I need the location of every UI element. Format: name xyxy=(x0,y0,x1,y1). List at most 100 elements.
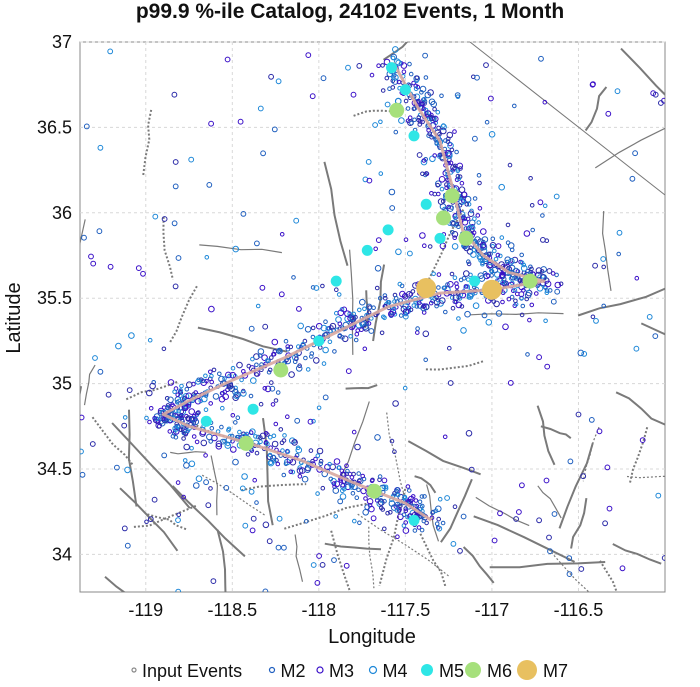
event-marker xyxy=(210,578,217,584)
event-marker xyxy=(401,512,407,518)
event-marker xyxy=(151,380,156,385)
event-marker xyxy=(429,115,435,122)
event-marker xyxy=(248,488,255,495)
event-marker xyxy=(429,515,435,521)
x-axis-label: Longitude xyxy=(328,626,416,648)
fault-line xyxy=(620,47,665,96)
event-marker xyxy=(495,310,503,317)
event-marker xyxy=(313,357,320,364)
event-marker xyxy=(479,241,487,249)
event-marker xyxy=(320,75,327,82)
event-marker xyxy=(493,256,499,262)
event-marker xyxy=(365,159,372,165)
event-marker xyxy=(454,92,461,98)
event-marker xyxy=(288,371,295,378)
event-marker xyxy=(501,276,507,282)
event-marker xyxy=(439,93,444,99)
event-marker xyxy=(661,555,665,561)
legend-marker-m7 xyxy=(517,660,537,680)
event-marker xyxy=(309,351,315,356)
event-marker xyxy=(442,434,448,440)
event-marker xyxy=(271,338,279,346)
event-marker xyxy=(268,73,275,80)
event-marker xyxy=(128,332,135,339)
event-marker xyxy=(178,427,184,433)
event-marker xyxy=(316,553,323,559)
event-marker xyxy=(222,389,227,395)
event-marker xyxy=(146,389,153,397)
event-marker xyxy=(374,265,382,272)
event-marker xyxy=(452,165,457,171)
event-marker xyxy=(344,463,349,469)
event-marker xyxy=(567,458,574,465)
event-marker xyxy=(421,158,427,163)
event-marker xyxy=(124,542,131,549)
event-marker xyxy=(436,525,443,532)
event-m6 xyxy=(389,102,405,118)
event-marker xyxy=(443,309,448,315)
event-m5 xyxy=(313,335,325,347)
event-marker xyxy=(380,63,385,68)
event-m5 xyxy=(434,232,446,244)
event-marker xyxy=(181,436,186,441)
event-marker xyxy=(264,385,272,393)
event-marker xyxy=(185,415,192,422)
event-marker xyxy=(190,416,197,423)
event-marker xyxy=(616,251,622,257)
event-marker xyxy=(463,226,469,231)
event-marker xyxy=(293,217,300,224)
event-marker xyxy=(241,473,248,480)
event-marker xyxy=(459,304,465,309)
event-marker xyxy=(534,291,539,296)
event-marker xyxy=(236,361,243,369)
event-marker xyxy=(249,527,256,534)
event-marker xyxy=(209,373,214,379)
event-marker xyxy=(182,458,188,463)
event-marker xyxy=(232,245,239,253)
event-marker xyxy=(403,520,409,525)
event-marker xyxy=(525,352,530,357)
event-marker xyxy=(194,397,202,405)
event-marker xyxy=(208,439,213,444)
event-marker xyxy=(449,271,455,277)
event-marker xyxy=(185,428,191,434)
event-marker xyxy=(529,302,535,308)
fault-line xyxy=(111,422,191,509)
event-marker xyxy=(652,333,659,340)
event-marker xyxy=(426,128,431,133)
event-marker xyxy=(151,496,158,503)
event-marker xyxy=(629,175,636,182)
event-marker xyxy=(516,509,522,515)
event-marker xyxy=(183,443,190,451)
event-marker xyxy=(362,346,368,352)
event-marker xyxy=(140,270,146,277)
event-marker xyxy=(336,292,342,297)
event-marker xyxy=(176,512,181,518)
event-marker xyxy=(265,358,270,363)
event-marker xyxy=(262,521,270,529)
event-marker xyxy=(233,385,238,391)
event-marker xyxy=(471,247,477,253)
event-marker xyxy=(171,91,178,98)
event-marker xyxy=(184,386,190,392)
event-marker xyxy=(257,105,264,112)
event-marker xyxy=(397,281,403,287)
event-marker xyxy=(148,406,154,411)
event-marker xyxy=(352,518,357,524)
event-marker xyxy=(426,116,432,122)
event-marker xyxy=(181,494,186,500)
legend-marker-m2 xyxy=(268,666,276,674)
event-marker xyxy=(633,345,640,352)
y-axis-label: Latitude xyxy=(3,282,25,353)
event-marker xyxy=(604,464,611,471)
event-marker xyxy=(416,152,423,158)
event-marker xyxy=(471,230,477,235)
event-marker xyxy=(505,222,511,228)
event-marker xyxy=(414,75,420,81)
event-marker xyxy=(465,216,471,222)
event-marker xyxy=(512,287,518,293)
event-marker xyxy=(484,119,490,125)
event-marker xyxy=(320,485,326,491)
event-marker xyxy=(493,300,500,308)
event-marker xyxy=(447,380,454,386)
